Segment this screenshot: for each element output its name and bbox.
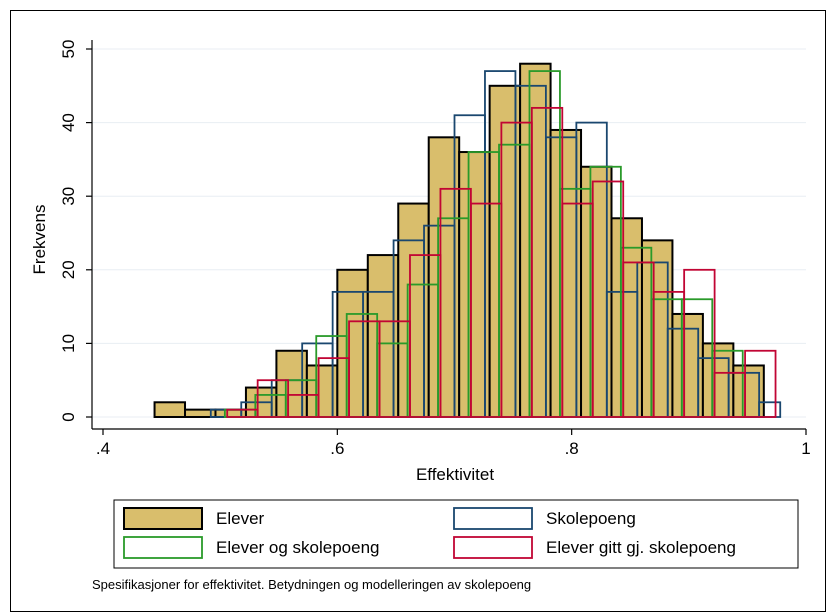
legend-box [113,499,799,569]
x-tick-label-1: .6 [330,439,344,458]
x-tick-label-3: 1 [801,439,810,458]
y-tick-label-0: 0 [59,412,78,421]
bar-s0-0 [153,401,187,418]
legend: Elever Skolepoeng Elever og skolepoeng Elev… [113,499,799,569]
y-axis-title: Frekvens [30,205,49,275]
series-3 [226,106,777,418]
legend-label-2: Elever og skolepoeng [216,538,380,557]
legend-swatch-2 [123,536,203,559]
series-0 [153,62,765,419]
x-tick-label-0: .4 [96,439,110,458]
y-tick-label-2: 20 [59,260,78,279]
bar-s3-17 [744,349,777,418]
bars [153,62,782,419]
y-tick-label-1: 10 [59,334,78,353]
legend-swatch-1 [453,507,533,530]
x-axis-title: Effektivitet [416,465,494,484]
axes [91,40,806,430]
legend-swatch-0 [123,507,203,530]
legend-label-1: Skolepoeng [546,509,636,528]
legend-label-0: Elever [216,509,265,528]
legend-swatch-3 [453,536,533,559]
y-tick-label-4: 40 [59,113,78,132]
y-tick-label-3: 30 [59,187,78,206]
legend-label-3: Elever gitt gj. skolepoeng [546,538,736,557]
y-tick-label-5: 50 [59,40,78,59]
chart-note: Spesifikasjoner for effektivitet. Betydn… [92,577,531,592]
bar-s3-15 [683,268,716,418]
x-tick-label-2: .8 [565,439,579,458]
